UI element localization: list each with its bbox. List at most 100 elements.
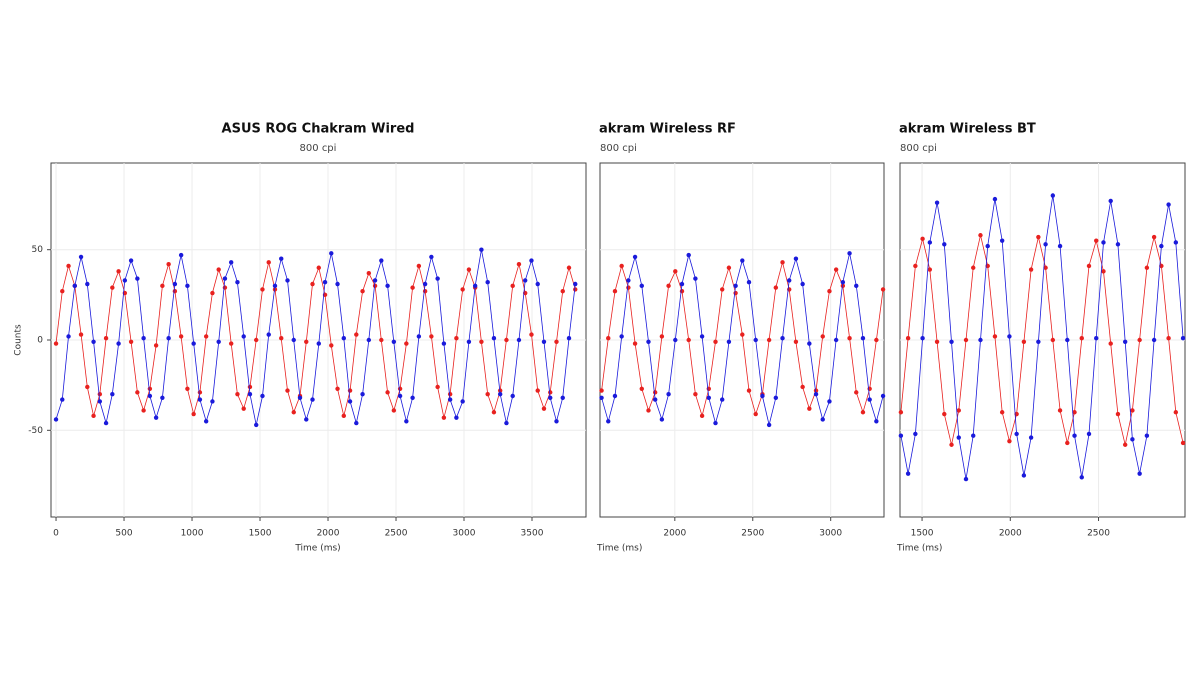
x-axis-label: Time (ms) [294, 544, 340, 554]
data-point [1043, 265, 1048, 270]
data-point [619, 334, 624, 339]
data-point [867, 397, 872, 402]
data-point [1050, 193, 1056, 198]
data-point [1159, 243, 1164, 249]
data-point [913, 431, 918, 437]
data-point [1043, 242, 1048, 247]
data-point [827, 289, 832, 294]
data-point [1144, 265, 1150, 270]
data-point [880, 393, 886, 399]
data-point [652, 390, 658, 395]
data-point [800, 384, 805, 390]
data-point [992, 196, 998, 202]
data-point [898, 433, 904, 438]
data-point [920, 236, 925, 242]
data-point [372, 283, 378, 289]
data-point [210, 399, 215, 404]
data-point [91, 339, 96, 345]
data-point [880, 287, 886, 292]
data-point [535, 388, 540, 393]
data-point [686, 252, 691, 258]
series-line [55, 262, 576, 418]
data-point [78, 254, 84, 260]
data-point [573, 287, 578, 292]
data-point [185, 283, 190, 289]
data-point [746, 280, 752, 285]
data-point [185, 386, 190, 391]
data-point [241, 406, 246, 411]
x-tick-label: 2500 [385, 529, 408, 539]
data-point [329, 343, 334, 348]
data-point [172, 289, 178, 294]
data-point [746, 388, 752, 393]
data-point [135, 276, 140, 281]
data-point [1028, 267, 1034, 272]
data-point [706, 395, 711, 400]
data-point [673, 337, 678, 343]
data-point [122, 278, 128, 283]
data-point [905, 335, 911, 341]
data-point [341, 335, 346, 341]
data-point [541, 406, 547, 411]
data-point [1057, 243, 1063, 249]
data-point [766, 337, 772, 343]
data-point [1007, 334, 1012, 339]
x-tick-label: 3000 [453, 529, 476, 539]
chart-subtitle: 800 cpi [600, 143, 637, 154]
data-point [447, 391, 453, 397]
data-point [197, 390, 203, 395]
data-point [780, 260, 785, 265]
data-point [366, 337, 372, 343]
data-point [78, 332, 84, 337]
x-tick-label: 0 [53, 529, 59, 539]
data-point [1108, 341, 1113, 346]
data-point [279, 256, 284, 261]
data-point [304, 339, 309, 345]
data-point [422, 281, 428, 287]
data-point [606, 335, 611, 341]
data-point [874, 337, 879, 343]
data-point [116, 341, 121, 346]
data-point [963, 337, 969, 343]
data-point [310, 281, 315, 287]
data-point [599, 388, 604, 393]
data-point [927, 240, 933, 245]
data-point [1137, 337, 1142, 343]
data-point [1180, 440, 1186, 446]
data-point [429, 334, 434, 339]
data-point [222, 285, 228, 290]
data-point [485, 391, 490, 397]
data-point [410, 395, 415, 400]
data-point [560, 395, 565, 400]
x-tick-label: 2000 [663, 529, 686, 539]
data-point [53, 417, 59, 422]
data-point [291, 410, 296, 415]
x-axis-label: Time (ms) [596, 544, 642, 554]
data-point [860, 335, 866, 341]
data-point [103, 335, 109, 341]
data-point [1130, 437, 1135, 442]
data-point [297, 395, 303, 400]
data-point [472, 283, 478, 289]
data-point [646, 339, 651, 345]
data-point [1065, 337, 1070, 343]
data-point [254, 337, 259, 343]
chart-title: akram Wireless RF [599, 122, 736, 137]
data-point [619, 263, 624, 269]
data-point [110, 285, 115, 290]
data-point [898, 410, 904, 415]
data-point [366, 270, 372, 276]
data-point [740, 258, 745, 263]
data-point [529, 258, 534, 263]
x-tick-label: 2000 [999, 529, 1022, 539]
data-point [693, 391, 698, 397]
data-point [516, 337, 522, 343]
data-point [985, 243, 990, 249]
data-point [285, 278, 290, 283]
data-point [385, 283, 390, 289]
data-point [172, 281, 178, 287]
data-point [329, 251, 334, 256]
data-point [147, 393, 153, 399]
data-point [773, 285, 779, 290]
data-point [397, 393, 403, 399]
